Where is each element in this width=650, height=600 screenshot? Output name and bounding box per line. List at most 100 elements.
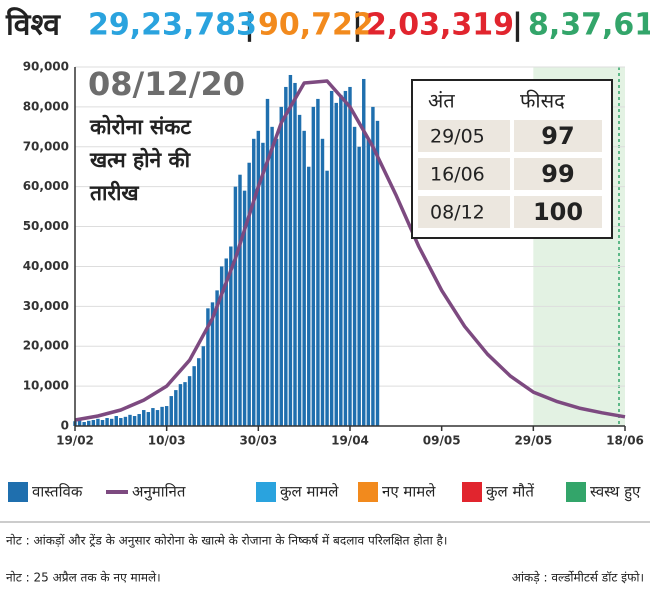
stat-value: 2,03,319 <box>366 8 514 43</box>
legend-label: अनुमानित <box>132 483 186 502</box>
table-cell: 08/12 <box>430 202 485 224</box>
bar <box>100 420 105 426</box>
annotation-text: खत्म होने की <box>89 147 192 172</box>
bar <box>160 406 164 426</box>
note: नोट : आंकड़ों और ट्रेंड के अनुसार कोरोना… <box>6 534 447 549</box>
bar <box>91 420 96 426</box>
bar <box>224 258 228 426</box>
y-tick-label: 30,000 <box>23 299 69 313</box>
bar <box>87 420 91 426</box>
bar <box>128 414 132 426</box>
legend-label: वास्तविक <box>32 483 83 501</box>
bar <box>357 146 361 426</box>
bar <box>316 98 320 427</box>
bar <box>375 120 380 426</box>
table-row <box>418 120 510 152</box>
legend-label: कुल मामले <box>280 483 339 502</box>
bar <box>325 170 329 426</box>
table-cell: 29/05 <box>430 126 485 148</box>
y-tick-label: 90,000 <box>23 60 69 74</box>
bar <box>348 86 352 426</box>
legend-label: कुल मौतें <box>486 483 534 502</box>
bar <box>187 376 192 426</box>
y-tick-label: 20,000 <box>23 339 69 353</box>
bar <box>238 174 242 426</box>
x-tick-label: 09/05 <box>423 434 461 448</box>
y-tick-label: 70,000 <box>23 139 69 153</box>
bar <box>366 138 371 427</box>
bar <box>77 420 82 426</box>
bar <box>197 358 201 426</box>
stat-value: 29,23,783 <box>88 8 257 43</box>
bar <box>329 90 334 426</box>
bar <box>155 410 160 426</box>
separator: | <box>512 8 523 43</box>
bar <box>109 418 114 426</box>
x-tick-label: 30/03 <box>239 434 277 448</box>
table-cell: 97 <box>541 122 574 150</box>
bar <box>233 186 238 426</box>
bar <box>320 138 325 427</box>
bar <box>302 130 306 427</box>
bar <box>174 390 178 426</box>
bar <box>284 86 288 426</box>
x-tick-label: 19/02 <box>56 434 94 448</box>
legend-swatch <box>358 482 378 502</box>
bar <box>307 166 311 426</box>
bar <box>146 412 151 426</box>
bar <box>311 106 316 426</box>
bar <box>219 266 224 426</box>
bar <box>288 74 293 426</box>
y-tick-label: 80,000 <box>23 99 69 113</box>
y-tick-label: 40,000 <box>23 259 69 273</box>
table-cell: 100 <box>533 198 583 226</box>
table-row <box>514 158 602 190</box>
bar <box>279 106 283 426</box>
bar <box>82 422 86 426</box>
forecast-line <box>74 79 626 422</box>
y-tick-label: 50,000 <box>23 219 69 233</box>
legend-swatch <box>8 482 28 502</box>
table-row <box>514 120 602 152</box>
bar <box>183 382 187 426</box>
bar <box>215 290 219 426</box>
bar <box>114 416 118 426</box>
source: आंकड़े : वर्ल्डोमीटर्स डॉट इंफो। <box>512 571 644 585</box>
bar <box>119 418 123 426</box>
bar <box>274 138 279 427</box>
y-tick-label: 0 <box>61 419 69 433</box>
legend-swatch <box>256 482 276 502</box>
stat-value: 90,722 <box>258 8 374 43</box>
bar <box>352 126 357 426</box>
x-tick-label: 19/04 <box>331 434 369 448</box>
bar <box>339 94 343 426</box>
x-tick-label: 18/06 <box>606 434 644 448</box>
bar <box>178 384 183 426</box>
bar <box>151 408 155 426</box>
bar <box>270 126 274 426</box>
bar <box>229 246 233 426</box>
bar <box>362 78 366 426</box>
bar <box>334 102 338 427</box>
legend-label: नए मामले <box>382 483 436 501</box>
bar <box>297 114 302 426</box>
bar <box>293 82 297 426</box>
region-label: विश्व <box>5 7 61 43</box>
bar <box>256 130 261 427</box>
bar <box>192 366 196 426</box>
bar <box>164 406 169 426</box>
bar <box>261 142 265 427</box>
legend-label: स्वस्थ हुए <box>590 483 641 502</box>
bar <box>142 410 146 426</box>
bar <box>169 396 173 426</box>
x-tick-label: 10/03 <box>148 434 186 448</box>
x-tick-label: 29/05 <box>514 434 552 448</box>
bar <box>343 90 348 426</box>
legend-swatch <box>462 482 482 502</box>
separator: | <box>352 8 363 43</box>
bar <box>252 138 256 427</box>
table-header: फीसद <box>520 89 565 113</box>
y-tick-label: 60,000 <box>23 179 69 193</box>
annotation-text: कोरोना संकट <box>89 114 192 139</box>
